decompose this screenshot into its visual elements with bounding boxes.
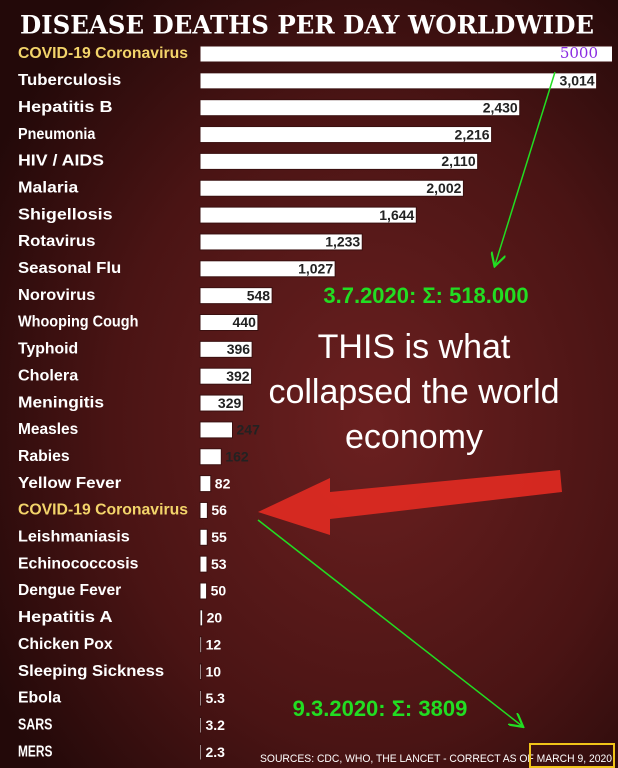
value-label: 2.3 [206, 744, 226, 760]
category-label: MERS [18, 743, 53, 760]
category-label: Seasonal Flu [18, 260, 121, 277]
value-label: 2,430 [483, 99, 518, 115]
category-label: Leishmaniasis [18, 529, 130, 546]
category-label: Pneumonia [18, 126, 95, 143]
value-label: 50 [211, 583, 227, 599]
bar [199, 582, 208, 600]
value-label: 10 [206, 663, 222, 679]
category-label: COVID-19 Coronavirus [18, 45, 188, 62]
bar [199, 528, 208, 546]
category-label: Yellow Fever [18, 475, 121, 492]
value-label: 162 [225, 448, 249, 464]
category-label: SARS [18, 716, 53, 733]
chart-title: DISEASE DEATHS PER DAY WORLDWIDE [20, 11, 594, 40]
annotation: economy [345, 418, 483, 456]
value-label: 2,216 [455, 126, 490, 142]
bar [199, 99, 521, 117]
category-label: Rabies [18, 448, 70, 465]
value-label: 1,233 [325, 234, 360, 250]
bar [199, 179, 464, 197]
bar [199, 475, 212, 493]
category-label: Hepatitis A [18, 609, 113, 626]
bar [199, 206, 417, 224]
category-label: Meningitis [18, 394, 104, 411]
value-label: 3.2 [206, 717, 226, 733]
bar [199, 501, 208, 519]
annotation: collapsed the world [268, 373, 559, 411]
bar [199, 314, 259, 331]
bar [199, 233, 363, 251]
value-label: 247 [237, 422, 261, 438]
category-label: Typhoid [18, 341, 78, 358]
green-arrow [495, 71, 556, 265]
category-label: HIV / AIDS [18, 153, 104, 170]
bar [199, 152, 479, 170]
bar [199, 689, 202, 707]
bar [199, 609, 204, 627]
category-label: Echinococcosis [18, 555, 138, 572]
value-label: 12 [206, 636, 222, 652]
value-label: 5.3 [206, 690, 226, 706]
category-label: Sleeping Sickness [18, 663, 164, 680]
category-label: Norovirus [18, 287, 95, 304]
bar [199, 555, 208, 573]
highlight-box [529, 743, 615, 768]
value-label: 2,110 [441, 153, 475, 169]
category-label: Measles [18, 421, 78, 438]
category-label: Ebola [18, 690, 61, 707]
value-label: 2,002 [426, 180, 461, 196]
value-label: 1,644 [379, 207, 414, 223]
value-label: 5000 [560, 44, 598, 62]
value-label: 3,014 [560, 73, 595, 89]
value-label: 55 [211, 529, 227, 545]
value-label: 20 [207, 610, 223, 626]
bar [199, 448, 222, 466]
value-label: 392 [226, 368, 250, 384]
value-label: 82 [215, 475, 231, 491]
category-label: Rotavirus [18, 233, 96, 250]
value-label: 53 [211, 556, 227, 572]
green-arrow [257, 519, 522, 726]
bar [199, 287, 273, 305]
bar [199, 663, 202, 681]
value-label: 548 [247, 287, 271, 303]
bar [199, 126, 493, 144]
bar [199, 367, 253, 385]
category-label: Cholera [18, 367, 78, 384]
bar [199, 394, 244, 412]
bar [199, 260, 336, 278]
annotation: THIS is what [318, 328, 511, 366]
category-label: Tuberculosis [18, 72, 121, 89]
category-label: Hepatitis B [18, 99, 113, 116]
annotation: 3.7.2020: Σ: 518.000 [323, 283, 528, 308]
value-label: 440 [233, 314, 257, 330]
value-label: 1,027 [298, 261, 333, 277]
category-label: Whooping Cough [18, 314, 138, 331]
bar [199, 72, 598, 90]
red-arrow [258, 470, 562, 535]
bar [199, 636, 203, 654]
bar [199, 716, 202, 734]
value-label: 396 [227, 341, 251, 357]
category-label: Chicken Pox [18, 636, 113, 653]
annotation: 9.3.2020: Σ: 3809 [293, 696, 468, 721]
bar [199, 421, 233, 439]
source: SOURCES: CDC, WHO, THE LANCET - CORRECT … [260, 753, 612, 765]
category-label: COVID-19 Coronavirus [18, 502, 188, 519]
category-label: Dengue Fever [18, 582, 121, 599]
category-label: Malaria [18, 179, 78, 196]
category-label: Shigellosis [18, 206, 113, 223]
bar [199, 743, 202, 761]
value-label: 329 [218, 395, 242, 411]
bars [199, 45, 612, 761]
bar [199, 340, 253, 358]
bar [199, 45, 612, 63]
value-label: 56 [211, 502, 227, 518]
